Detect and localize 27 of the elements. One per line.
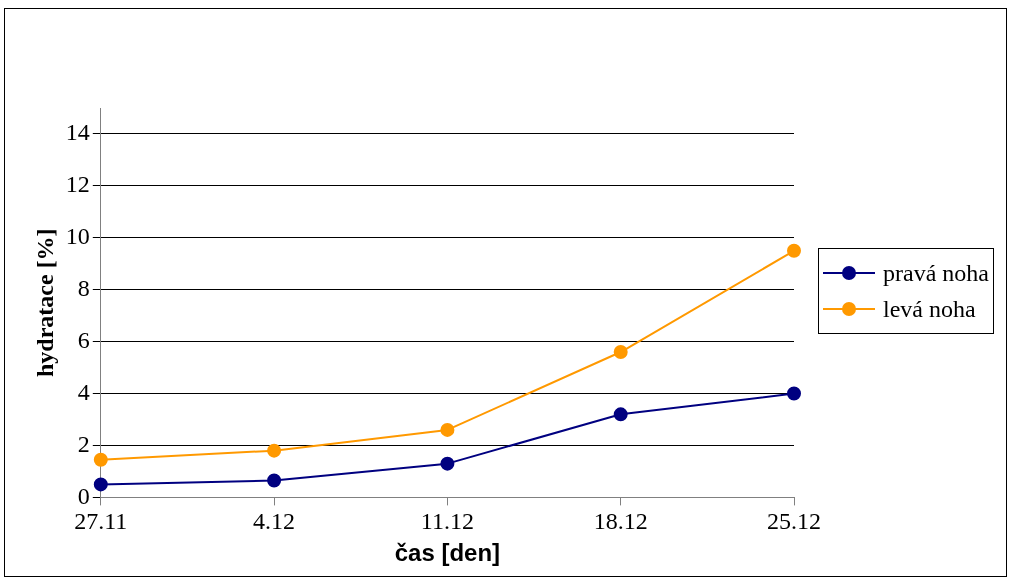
point xyxy=(440,422,455,437)
y-tick-label: 10 xyxy=(65,223,90,250)
x-tick-label: 18.12 xyxy=(593,508,648,535)
point xyxy=(93,477,108,492)
legend-label: pravá noha xyxy=(883,259,989,287)
y-tick-label: 14 xyxy=(65,119,90,146)
point xyxy=(267,473,282,488)
x-tick-label: 11.12 xyxy=(420,508,474,535)
y-tick-label: 4 xyxy=(77,378,90,405)
y-tick-label: 2 xyxy=(77,430,90,457)
legend-label: levá noha xyxy=(883,295,976,323)
point xyxy=(93,452,108,467)
x-axis-title: čas [den] xyxy=(394,539,501,567)
point xyxy=(267,443,282,458)
point xyxy=(613,345,628,360)
y-tick-label: 12 xyxy=(65,171,90,198)
point xyxy=(787,243,801,258)
point xyxy=(787,386,801,401)
y-tick-label: 0 xyxy=(77,482,90,509)
point xyxy=(613,407,628,422)
y-axis-title: hydratace [%] xyxy=(31,228,58,378)
y-tick-label: 6 xyxy=(77,326,90,353)
x-tick-label: 25.12 xyxy=(767,508,821,535)
y-tick-label: 8 xyxy=(77,275,90,302)
x-tick-label: 4.12 xyxy=(253,508,296,535)
x-tick-label: 27.11 xyxy=(74,508,128,535)
point xyxy=(440,456,455,471)
